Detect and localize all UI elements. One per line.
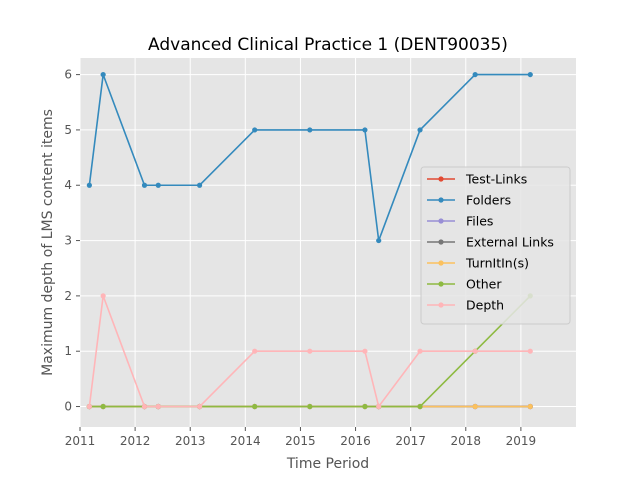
y-tick-label: 5: [64, 123, 72, 137]
y-tick-label: 0: [64, 400, 72, 414]
x-tick-label: 2017: [395, 434, 426, 448]
axis-ticks: 2011 2012 2013 2014 2015 2016 2017 2018 2019 0 1 2 3…: [64, 68, 536, 448]
legend-label: Folders: [466, 193, 511, 208]
data-point-folders: [472, 71, 478, 78]
legend-swatch-marker: [438, 281, 444, 287]
legend-label: Files: [466, 214, 493, 229]
data-point-other: [417, 403, 423, 410]
legend-item-turnitin-s: TurnItIn(s): [427, 256, 529, 271]
data-point-folders: [307, 127, 313, 133]
legend-swatch-marker: [438, 302, 444, 308]
y-tick-label: 6: [64, 68, 72, 82]
data-point-folders: [155, 182, 161, 188]
legend-swatch-marker: [438, 197, 444, 203]
data-point-folders: [252, 127, 258, 133]
legend-item-external-links: External Links: [427, 235, 554, 250]
data-point-depth: [362, 348, 368, 354]
legend-label: Other: [466, 277, 502, 292]
x-tick-label: 2012: [120, 434, 151, 448]
x-tick-label: 2016: [340, 434, 371, 448]
data-point-other: [307, 403, 313, 410]
series-line-depth: [88, 295, 531, 408]
y-tick-label: 3: [64, 234, 72, 248]
y-axis-label: Maximum depth of LMS content items: [40, 109, 56, 376]
data-point-folders: [376, 237, 382, 244]
data-point-depth: [86, 403, 92, 410]
legend-label: Test-Links: [465, 172, 527, 187]
data-point-depth: [155, 403, 161, 410]
data-point-folders: [196, 182, 203, 188]
legend-swatch-marker: [438, 176, 444, 182]
data-point-folders: [141, 182, 148, 188]
series-depth: [86, 293, 533, 410]
y-tick-label: 2: [64, 289, 72, 303]
x-tick-label: 2014: [230, 434, 261, 448]
legend-label: TurnItIn(s): [465, 256, 529, 271]
y-tick-label: 1: [64, 344, 72, 358]
legend-item-depth: Depth: [427, 298, 504, 313]
data-point-depth: [527, 348, 533, 354]
data-point-folders: [362, 127, 368, 133]
data-point-turnitin-s: [527, 403, 533, 410]
data-point-depth: [307, 348, 313, 354]
legend-swatch-marker: [438, 239, 444, 245]
legend-item-folders: Folders: [427, 193, 511, 208]
data-point-depth: [376, 403, 382, 410]
data-point-folders: [86, 182, 92, 188]
data-point-folders: [100, 71, 106, 78]
data-point-other: [252, 403, 258, 410]
series-folders: [86, 71, 533, 244]
x-tick-label: 2019: [506, 434, 537, 448]
data-point-turnitin-s: [472, 403, 478, 410]
data-point-folders: [527, 71, 533, 78]
data-point-depth: [196, 403, 203, 410]
legend-swatch-marker: [438, 260, 444, 266]
legend-box: [420, 166, 571, 325]
x-axis-label: Time Period: [286, 456, 369, 472]
data-point-depth: [252, 348, 258, 354]
legend-item-test-links: Test-Links: [427, 172, 527, 187]
x-tick-label: 2018: [451, 434, 482, 448]
data-point-depth: [417, 348, 423, 354]
legend-item-other: Other: [427, 277, 502, 292]
data-point-other: [362, 403, 368, 410]
data-point-depth: [472, 348, 478, 354]
legend: Test-Links Folders Files External Links Turn…: [420, 166, 571, 325]
legend-item-files: Files: [427, 214, 493, 229]
chart-title: Advanced Clinical Practice 1 (DENT90035): [148, 35, 508, 55]
data-point-folders: [417, 127, 423, 133]
series-line-folders: [88, 73, 531, 242]
data-point-depth: [141, 403, 148, 410]
series-line-other: [89, 295, 531, 408]
legend-swatch-marker: [438, 218, 444, 224]
legend-label: Depth: [466, 298, 504, 313]
data-point-depth: [100, 293, 106, 299]
x-tick-label: 2013: [175, 434, 206, 448]
x-tick-label: 2015: [285, 434, 316, 448]
y-tick-label: 4: [64, 178, 72, 192]
legend-label: External Links: [466, 235, 554, 250]
x-tick-label: 2011: [65, 434, 96, 448]
data-point-other: [100, 403, 106, 410]
